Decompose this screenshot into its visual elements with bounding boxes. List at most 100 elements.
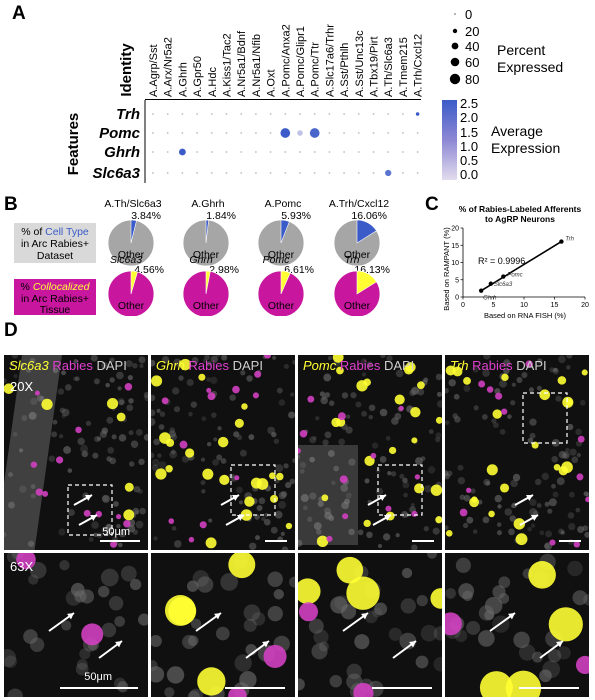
dot-empty <box>299 113 301 115</box>
color-legend: 2.5 2.0 1.5 1.0 0.5 0.0 Average Expressi… <box>442 96 560 182</box>
chart-y-tick-label: 10 <box>451 260 459 267</box>
size-legend-label-60: 60 <box>465 55 479 70</box>
identity-label: A.Sst/Pthlh <box>339 43 351 97</box>
row1-label-line2: in Arc Rabies+ <box>21 238 89 250</box>
dot-empty <box>269 132 272 134</box>
dot-Pomc-A.Pomc/Anxa2 <box>280 128 291 138</box>
chart-y-tick-label: 15 <box>451 243 459 250</box>
dapi-channel-label: DAPI <box>383 358 415 373</box>
dot-empty <box>269 151 272 153</box>
micrograph-texture <box>151 355 295 550</box>
scale-bar <box>559 540 581 542</box>
pie-panel: % of Cell Type in Arc Rabies+ Dataset % … <box>14 198 390 316</box>
dot-empty <box>166 151 169 153</box>
size-legend-dot-40 <box>451 42 459 50</box>
row2-label-prefix: % <box>21 281 33 293</box>
dot-empty <box>152 113 154 115</box>
dot-empty <box>255 172 257 174</box>
pie-row1-1-slice <box>205 219 209 244</box>
dot-empty <box>402 132 404 134</box>
micrograph-texture <box>445 355 589 550</box>
identity-label: A.Pomc/Anxa2 <box>280 24 292 97</box>
dot-empty <box>357 113 360 115</box>
dot-empty <box>240 132 243 134</box>
dapi-channel-label: DAPI <box>232 358 263 373</box>
pie-row2-pct: 4.56% <box>134 264 164 276</box>
svg-text:% Collocalized: % Collocalized <box>21 281 91 293</box>
dot-empty <box>372 172 375 174</box>
identity-label: A.Pomc/Ttr <box>310 42 322 97</box>
micrograph-channel-label: Trh Rabies DAPI <box>450 358 547 373</box>
dot-empty <box>284 172 287 174</box>
dot-empty <box>196 172 199 174</box>
dot-empty <box>196 113 199 115</box>
pie-row1-name: A.Pomc <box>265 198 302 210</box>
dapi-channel-label: DAPI <box>96 358 127 373</box>
magnification-label: 63X <box>10 559 34 574</box>
chart-x-tick-label: 10 <box>520 302 528 309</box>
chart-x-label: Based on RNA FISH (%) <box>484 311 567 320</box>
dot-empty <box>299 172 301 174</box>
dot-empty <box>357 151 360 153</box>
dot-Ghrh-A.Ghrh <box>178 148 186 156</box>
chart-y-tick-label: 0 <box>455 295 459 302</box>
dot-empty <box>240 151 243 153</box>
pie-row1-pct: 1.84% <box>206 210 236 222</box>
dot-empty <box>225 151 228 153</box>
feature-label: Slc6a3 <box>92 165 140 182</box>
dot-empty <box>255 113 257 115</box>
chart-title-2: to AgRP Neurons <box>485 214 555 224</box>
color-legend-tick-1.0: 1.0 <box>460 139 478 154</box>
row2-label-highlight: Collocalized <box>33 281 91 293</box>
dapi-channel-label: DAPI <box>516 358 547 373</box>
dot-plot: Identity Features A.Agrp/Sst A.Arx/Nr5a2 A… <box>65 7 563 183</box>
pie-row2-pct: 2.98% <box>209 264 239 276</box>
identity-label: A.Gpr50 <box>192 56 204 97</box>
dot-Trh-A.Trh/Cxcl12 <box>415 112 420 116</box>
scale-bar <box>372 687 432 689</box>
chart-x-tick-label: 15 <box>551 302 559 309</box>
size-legend: 0 20 40 60 80 Percent Expressed <box>449 7 563 87</box>
scale-bar <box>60 687 138 689</box>
pie-row2-2-slice <box>280 270 291 295</box>
dot-empty <box>372 151 375 153</box>
pie-other-label: Other <box>268 249 295 261</box>
row2-label-line2: in Arc Rabies+ <box>21 293 89 305</box>
gene-channel-label: Ghrh <box>156 358 185 373</box>
chart-x-tick-label: 20 <box>581 302 589 309</box>
size-legend-label-0: 0 <box>465 7 472 22</box>
size-legend-dot-20 <box>452 28 458 34</box>
chart-x-tick-label: 0 <box>461 302 465 309</box>
dot-empty <box>313 113 316 115</box>
dot-empty <box>152 132 154 134</box>
scale-bar <box>100 540 140 542</box>
dot-empty <box>416 172 419 174</box>
rabies-channel-label: Rabies <box>472 358 513 373</box>
micrograph-63x-slc6a3: 63X 50μm <box>4 553 148 697</box>
feature-label: Trh <box>116 106 140 123</box>
dot-empty <box>343 132 345 134</box>
row1-label-line3: Dataset <box>37 250 73 262</box>
chart-point-label: Ghrh <box>483 296 497 302</box>
chart-point-label: Pomc <box>507 273 522 279</box>
dot-empty <box>328 132 331 134</box>
pie-row1-0-slice <box>130 219 137 244</box>
chart-point-Trh <box>559 239 564 244</box>
micrograph-texture <box>4 553 148 697</box>
chart-title-1: % of Rabies-Labeled Afferents <box>459 204 582 214</box>
identity-label: A.Hdc <box>207 67 219 97</box>
size-legend-dot-0 <box>454 13 456 15</box>
identity-axis-label: Identity <box>118 43 135 97</box>
magnification-label: 20X <box>10 379 34 394</box>
dot-empty <box>210 113 213 115</box>
dot-empty <box>269 113 272 115</box>
color-legend-tick-0.0: 0.0 <box>460 167 478 182</box>
dot-empty <box>269 172 272 174</box>
dot-Pomc-A.Pomc/Ttr <box>309 128 320 138</box>
micrograph-63x-ghrh <box>151 553 295 697</box>
dot-empty <box>196 151 199 153</box>
row1-label-highlight: Cell Type <box>45 226 89 238</box>
pie-row2-1-slice <box>205 270 211 295</box>
scale-bar <box>265 540 287 542</box>
rabies-channel-label: Rabies <box>188 358 229 373</box>
